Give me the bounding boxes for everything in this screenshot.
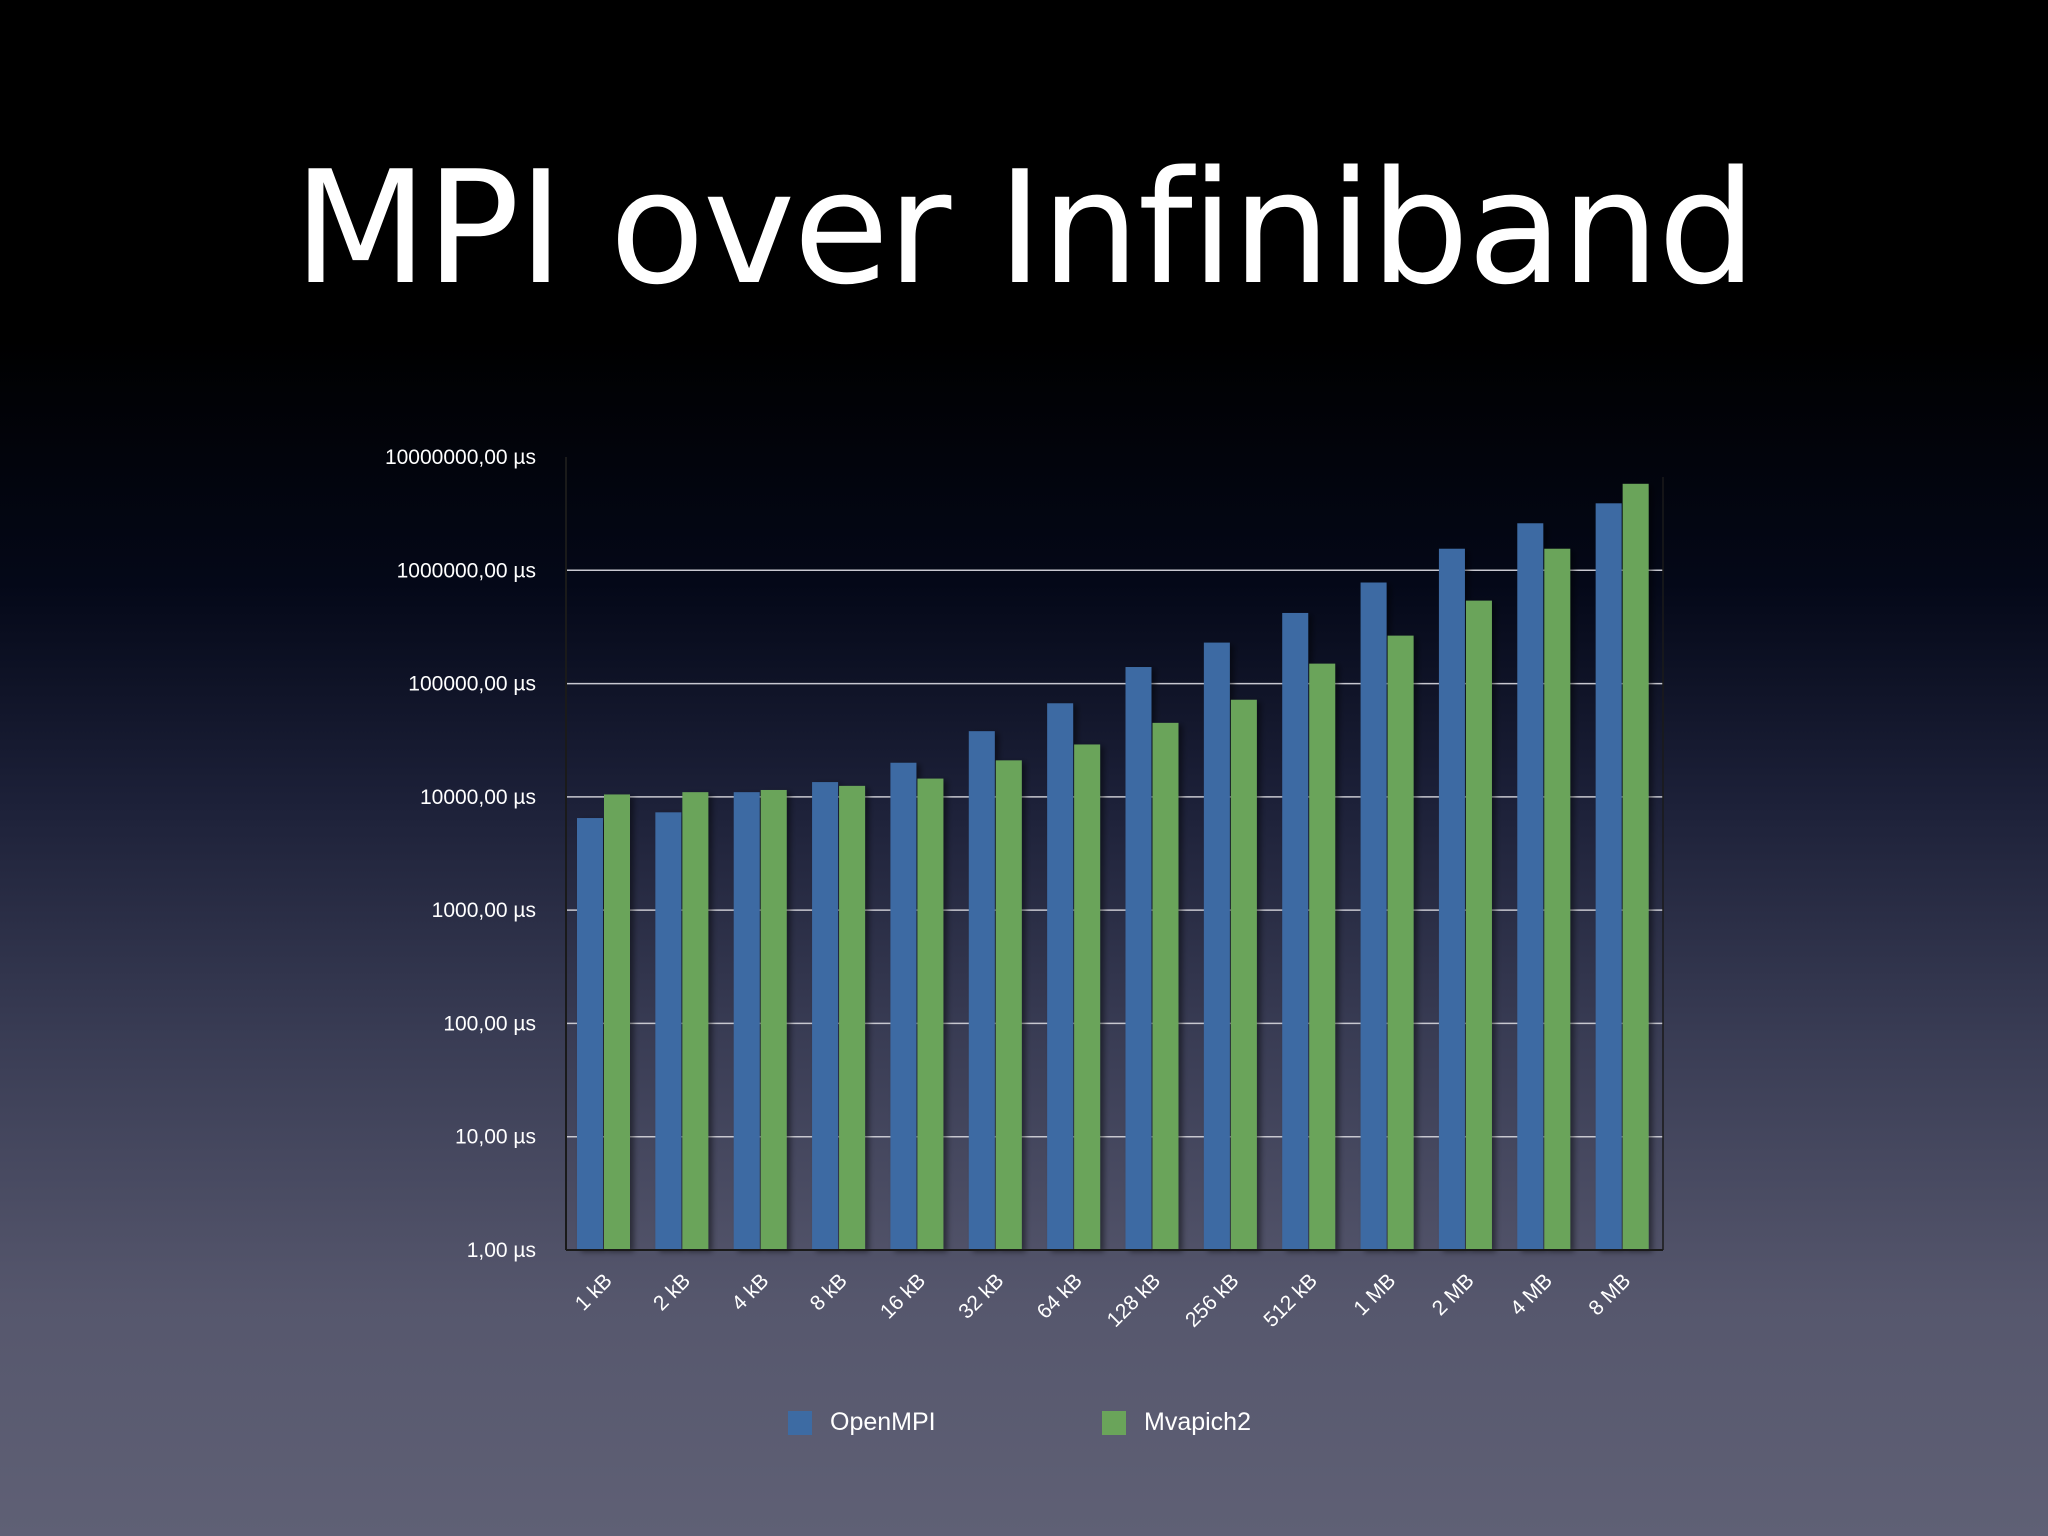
- bar-openmpi-4mb: [1517, 523, 1544, 1250]
- x-tick-label: 256 kB: [1181, 1269, 1244, 1332]
- x-tick-label: 4 kB: [727, 1269, 773, 1315]
- bar-mvapich2-1kb: [604, 794, 630, 1250]
- y-tick-label: 10,00 µs: [455, 1126, 536, 1149]
- bar-mvapich2-16kb: [917, 778, 944, 1250]
- axes: [565, 457, 1664, 1251]
- legend-label-openmpi: OpenMPI: [830, 1408, 936, 1436]
- x-tick-label: 512 kB: [1259, 1269, 1322, 1332]
- bar-openmpi-1kb: [577, 818, 603, 1250]
- x-tick-labels: 1 kB 2 kB 4 kB 8 kB 16 kB 32 kB 64 kB 128 kB 256…: [571, 1269, 1636, 1332]
- x-tick-label: 2 kB: [649, 1269, 695, 1315]
- bar-openmpi-8mb: [1595, 503, 1622, 1250]
- y-tick-label: 100,00 µs: [443, 1012, 536, 1035]
- bar-mvapich2-2kb: [682, 792, 709, 1250]
- legend-item-openmpi: OpenMPI: [788, 1408, 936, 1437]
- y-tick-label: 1000000,00 µs: [397, 559, 536, 582]
- legend-swatch-openmpi: [788, 1410, 812, 1435]
- bar-mvapich2-512kb: [1309, 663, 1336, 1250]
- bar-mvapich2-32kb: [995, 760, 1022, 1250]
- y-tick-label: 10000,00 µs: [420, 786, 536, 809]
- y-tick-label: 100000,00 µs: [408, 673, 536, 696]
- bar-openmpi-16kb: [890, 762, 917, 1250]
- legend-swatch-mvapich2: [1102, 1410, 1126, 1435]
- bar-mvapich2-8mb: [1622, 483, 1649, 1250]
- x-tick-label: 8 kB: [806, 1269, 852, 1315]
- bar-mvapich2-8kb: [839, 785, 866, 1250]
- bar-openmpi-32kb: [968, 731, 995, 1250]
- y-tick-label: 1000,00 µs: [432, 899, 536, 922]
- x-tick-label: 4 MB: [1506, 1269, 1557, 1320]
- bar-mvapich2-2mb: [1465, 600, 1492, 1250]
- bar-openmpi-4kb: [733, 792, 760, 1250]
- bar-openmpi-2kb: [655, 812, 682, 1250]
- bar-openmpi-128kb: [1125, 667, 1152, 1250]
- gridlines: [566, 569, 1663, 1138]
- y-tick-label: 10000000,00 µs: [385, 446, 536, 469]
- bar-openmpi-256kb: [1203, 642, 1230, 1250]
- bar-mvapich2-64kb: [1074, 744, 1101, 1250]
- x-tick-label: 1 kB: [571, 1269, 617, 1315]
- x-tick-label: 32 kB: [954, 1269, 1008, 1323]
- legend-item-mvapich2: Mvapich2: [1102, 1408, 1251, 1437]
- x-tick-label: 8 MB: [1584, 1269, 1635, 1320]
- x-tick-label: 2 MB: [1428, 1269, 1479, 1320]
- bar-mvapich2-1mb: [1387, 635, 1414, 1250]
- legend: OpenMPI Mvapich2: [0, 1408, 2048, 1444]
- bar-openmpi-512kb: [1282, 612, 1309, 1250]
- slide-title: MPI over Infiniband: [293, 137, 1757, 319]
- x-tick-label: 128 kB: [1103, 1269, 1166, 1332]
- bar-openmpi-2mb: [1438, 548, 1465, 1250]
- bar-openmpi-1mb: [1360, 582, 1387, 1250]
- bar-mvapich2-4kb: [760, 789, 787, 1250]
- bar-mvapich2-128kb: [1152, 722, 1179, 1250]
- bar-openmpi-64kb: [1047, 703, 1074, 1250]
- bar-mvapich2-4mb: [1544, 548, 1571, 1250]
- x-tick-label: 64 kB: [1033, 1269, 1087, 1323]
- y-tick-label: 1,00 µs: [467, 1239, 536, 1262]
- x-tick-label: 16 kB: [876, 1269, 930, 1323]
- bar-mvapich2-256kb: [1230, 699, 1257, 1250]
- bars: [577, 483, 1649, 1250]
- y-tick-labels: 1,00 µs 10,00 µs 100,00 µs 1000,00 µs 10000,…: [385, 446, 536, 1262]
- x-tick-label: 1 MB: [1349, 1269, 1400, 1320]
- bar-openmpi-8kb: [812, 782, 839, 1250]
- legend-label-mvapich2: Mvapich2: [1144, 1408, 1251, 1436]
